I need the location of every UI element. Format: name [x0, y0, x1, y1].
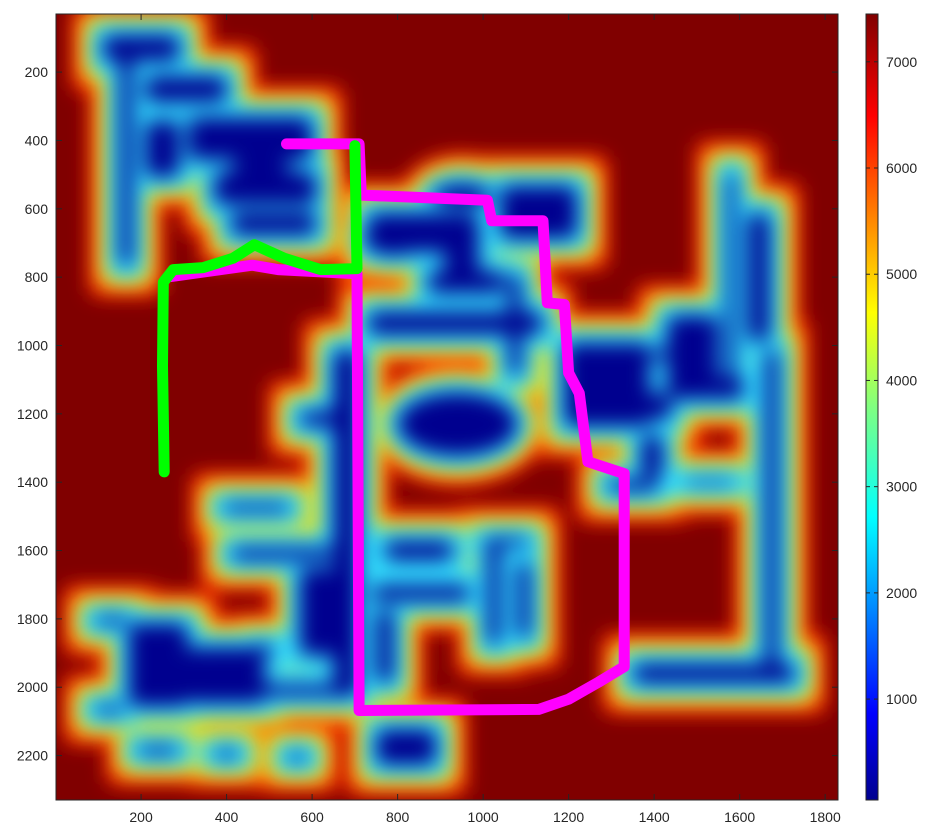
- y-tick-label: 200: [25, 64, 49, 80]
- x-tick-label: 800: [386, 809, 410, 825]
- blob-core: [299, 568, 351, 656]
- y-tick-label: 2000: [17, 679, 48, 695]
- path-layer: [157, 138, 630, 716]
- colorbar-tick-label: 6000: [886, 160, 917, 176]
- blob-core: [384, 540, 454, 561]
- y-axis: 200 400 600 800 1000 1200 1400 1600 1800 2000 2200: [17, 64, 838, 764]
- x-tick-label: 1000: [468, 809, 499, 825]
- blob-core: [765, 349, 779, 670]
- blob-core: [256, 643, 274, 656]
- x-tick-label: 1800: [810, 809, 841, 825]
- y-tick-label: 600: [25, 201, 49, 217]
- colorbar-tick-label: 5000: [886, 266, 917, 282]
- y-tick-label: 800: [25, 269, 49, 285]
- blob-core: [726, 171, 736, 393]
- blob-core: [93, 704, 125, 714]
- y-tick-label: 1400: [17, 474, 48, 490]
- blob-core: [487, 540, 501, 646]
- path-line-1: [165, 138, 630, 716]
- blob-core: [286, 752, 309, 762]
- blob-core: [119, 35, 133, 267]
- blob-core: [367, 311, 544, 335]
- colorbar-gradient: [865, 13, 879, 801]
- y-tick-label: 2200: [17, 748, 48, 764]
- blob-core: [397, 392, 518, 456]
- blob-core: [239, 684, 351, 697]
- blob-core: [632, 663, 796, 684]
- blob-core: [230, 212, 317, 236]
- blob-core: [299, 411, 360, 427]
- blob-core: [444, 219, 480, 274]
- blob-core: [222, 503, 292, 513]
- blob-core: [375, 609, 394, 684]
- y-tick-label: 400: [25, 132, 49, 148]
- blob-core: [145, 76, 227, 103]
- blob-core: [213, 749, 240, 759]
- blob-core: [375, 728, 437, 766]
- colorbar-tick-label: 4000: [886, 372, 917, 388]
- colorbar-tick-label: 1000: [886, 691, 917, 707]
- x-tick-label: 1200: [553, 809, 584, 825]
- plot-area: [56, 14, 838, 800]
- y-tick-label: 1800: [17, 611, 48, 627]
- blob-core: [93, 616, 129, 626]
- y-tick-label: 1600: [17, 543, 48, 559]
- blob-core: [427, 270, 505, 294]
- x-tick-label: 1400: [639, 809, 670, 825]
- colorbar: 1000 2000 3000 4000 5000 6000 7000: [865, 13, 917, 801]
- x-axis: 200 400 600 800 1000 1200 1400 1600 1800: [129, 14, 841, 825]
- blob-core: [666, 376, 745, 400]
- blob-core: [517, 561, 531, 639]
- blob-core: [136, 745, 180, 755]
- blob-core: [606, 479, 659, 492]
- x-tick-label: 600: [300, 809, 324, 825]
- colorbar-tick-label: 2000: [886, 585, 917, 601]
- y-tick-label: 1000: [17, 337, 48, 353]
- blob-core: [145, 120, 180, 178]
- colorbar-ticks: 1000 2000 3000 4000 5000 6000 7000: [866, 54, 917, 707]
- blob-core: [598, 393, 672, 421]
- blob-core: [371, 585, 471, 602]
- colorbar-tick-label: 7000: [886, 54, 917, 70]
- path-line-2: [157, 140, 363, 478]
- blob-core: [102, 35, 180, 62]
- blob-core: [641, 434, 663, 479]
- x-tick-label: 1600: [724, 809, 755, 825]
- plot-frame: [55, 13, 839, 801]
- blob-core: [213, 171, 317, 205]
- blob-core: [747, 212, 770, 342]
- blob-core: [187, 117, 313, 161]
- blob-core: [508, 274, 522, 376]
- blob-core: [636, 349, 702, 359]
- blob-core: [683, 479, 736, 486]
- x-tick-label: 200: [129, 809, 153, 825]
- blob-core: [363, 223, 424, 257]
- colorbar-tick-label: 3000: [886, 479, 917, 495]
- blob-core: [230, 547, 334, 561]
- y-tick-label: 1200: [17, 406, 48, 422]
- x-tick-label: 400: [215, 809, 239, 825]
- blob-core: [127, 622, 189, 708]
